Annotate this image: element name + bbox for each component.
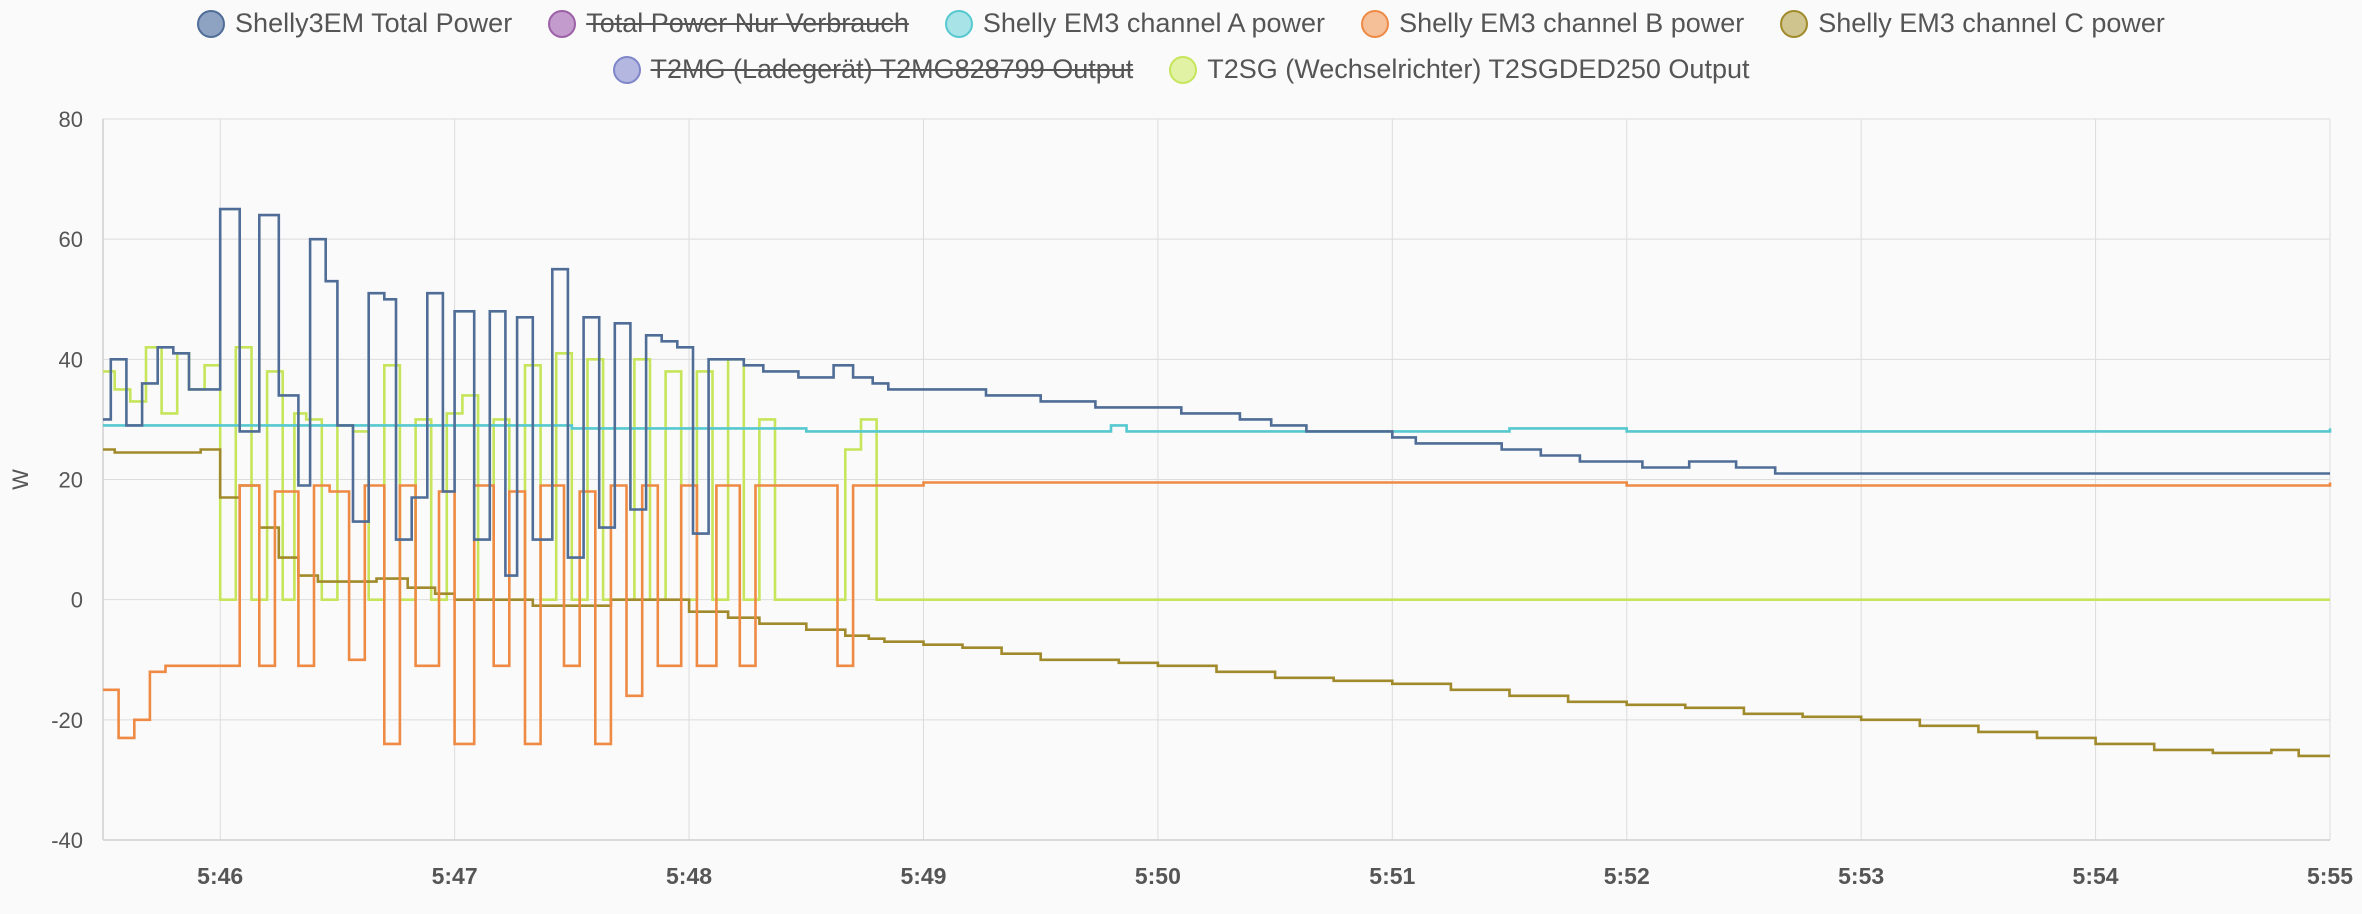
series-line-shelly3em-total-power xyxy=(103,207,2330,577)
legend-row-1: Shelly3EM Total Power Total Power Nur Ver… xyxy=(0,8,2362,39)
x-tick-label: 5:47 xyxy=(432,863,478,889)
legend-label: Shelly EM3 channel B power xyxy=(1399,8,1745,38)
legend-label: Total Power Nur Verbrauch xyxy=(586,8,909,38)
legend-item[interactable]: Shelly EM3 channel A power xyxy=(944,8,1326,39)
x-tick-label: 5:55 xyxy=(2307,863,2353,889)
legend-item[interactable]: Shelly3EM Total Power xyxy=(197,8,512,39)
legend-swatch xyxy=(944,9,973,38)
x-tick-label: 5:46 xyxy=(197,863,243,889)
y-tick-label: 80 xyxy=(59,107,83,132)
x-tick-label: 5:48 xyxy=(666,863,712,889)
y-tick-label: 60 xyxy=(59,227,83,252)
x-tick-label: 5:53 xyxy=(1838,863,1884,889)
y-tick-label: -40 xyxy=(51,828,83,853)
legend-swatch xyxy=(1780,9,1809,38)
series-line-shelly-em3-channel-a-power xyxy=(103,424,2332,433)
legend-label: Shelly3EM Total Power xyxy=(235,8,513,38)
legend-label: Shelly EM3 channel A power xyxy=(982,8,1326,38)
series-line-shelly-em3-channel-c-power xyxy=(103,448,2330,758)
y-tick-label: -20 xyxy=(51,708,83,733)
series-line-t2sg-wechselrichter-t2sgded250-output xyxy=(103,346,2330,601)
legend-swatch xyxy=(612,55,641,84)
legend-item[interactable]: Shelly EM3 channel C power xyxy=(1780,8,2165,39)
legend-item[interactable]: T2MG (Ladegerät) T2MG828799 Output xyxy=(612,54,1134,85)
x-tick-label: 5:49 xyxy=(900,863,946,889)
legend-label: T2MG (Ladegerät) T2MG828799 Output xyxy=(650,54,1134,84)
y-tick-label: 40 xyxy=(59,347,83,372)
y-tick-label: 20 xyxy=(59,468,83,493)
legend-swatch xyxy=(197,9,226,38)
x-tick-label: 5:52 xyxy=(1604,863,1650,889)
x-tick-label: 5:50 xyxy=(1135,863,1181,889)
legend-swatch xyxy=(1169,55,1198,84)
y-axis-title: W xyxy=(8,469,33,490)
legend-label: Shelly EM3 channel C power xyxy=(1818,8,2165,38)
legend-swatch xyxy=(548,9,577,38)
x-tick-label: 5:51 xyxy=(1369,863,1415,889)
legend-item[interactable]: Shelly EM3 channel B power xyxy=(1361,8,1744,39)
legend-item[interactable]: T2SG (Wechselrichter) T2SGDED250 Output xyxy=(1169,54,1749,85)
legend-swatch xyxy=(1361,9,1390,38)
legend-item[interactable]: Total Power Nur Verbrauch xyxy=(548,8,909,39)
series-line-shelly-em3-channel-b-power xyxy=(103,481,2332,746)
legend-row-2: T2MG (Ladegerät) T2MG828799 Output T2SG (… xyxy=(0,54,2362,85)
legend-label: T2SG (Wechselrichter) T2SGDED250 Output xyxy=(1207,54,1750,84)
y-tick-label: 0 xyxy=(71,588,83,613)
x-tick-label: 5:54 xyxy=(2073,863,2119,889)
